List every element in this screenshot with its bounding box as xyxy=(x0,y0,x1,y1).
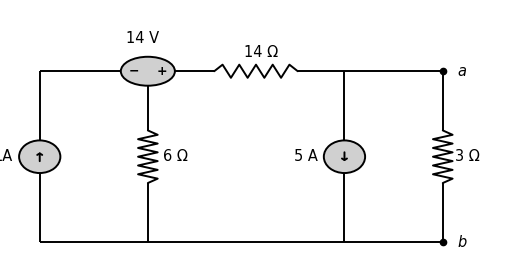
Text: 14 V: 14 V xyxy=(126,31,160,46)
Ellipse shape xyxy=(19,140,60,173)
Circle shape xyxy=(121,57,175,86)
Text: 3 Ω: 3 Ω xyxy=(455,149,480,164)
Text: 1A: 1A xyxy=(0,149,13,164)
Text: +: + xyxy=(157,65,167,78)
Text: 5 A: 5 A xyxy=(293,149,317,164)
Ellipse shape xyxy=(324,140,365,173)
Text: a: a xyxy=(458,64,466,79)
Text: b: b xyxy=(458,235,467,250)
Text: −: − xyxy=(129,65,139,78)
Text: 6 Ω: 6 Ω xyxy=(163,149,187,164)
Text: 14 Ω: 14 Ω xyxy=(244,45,278,60)
